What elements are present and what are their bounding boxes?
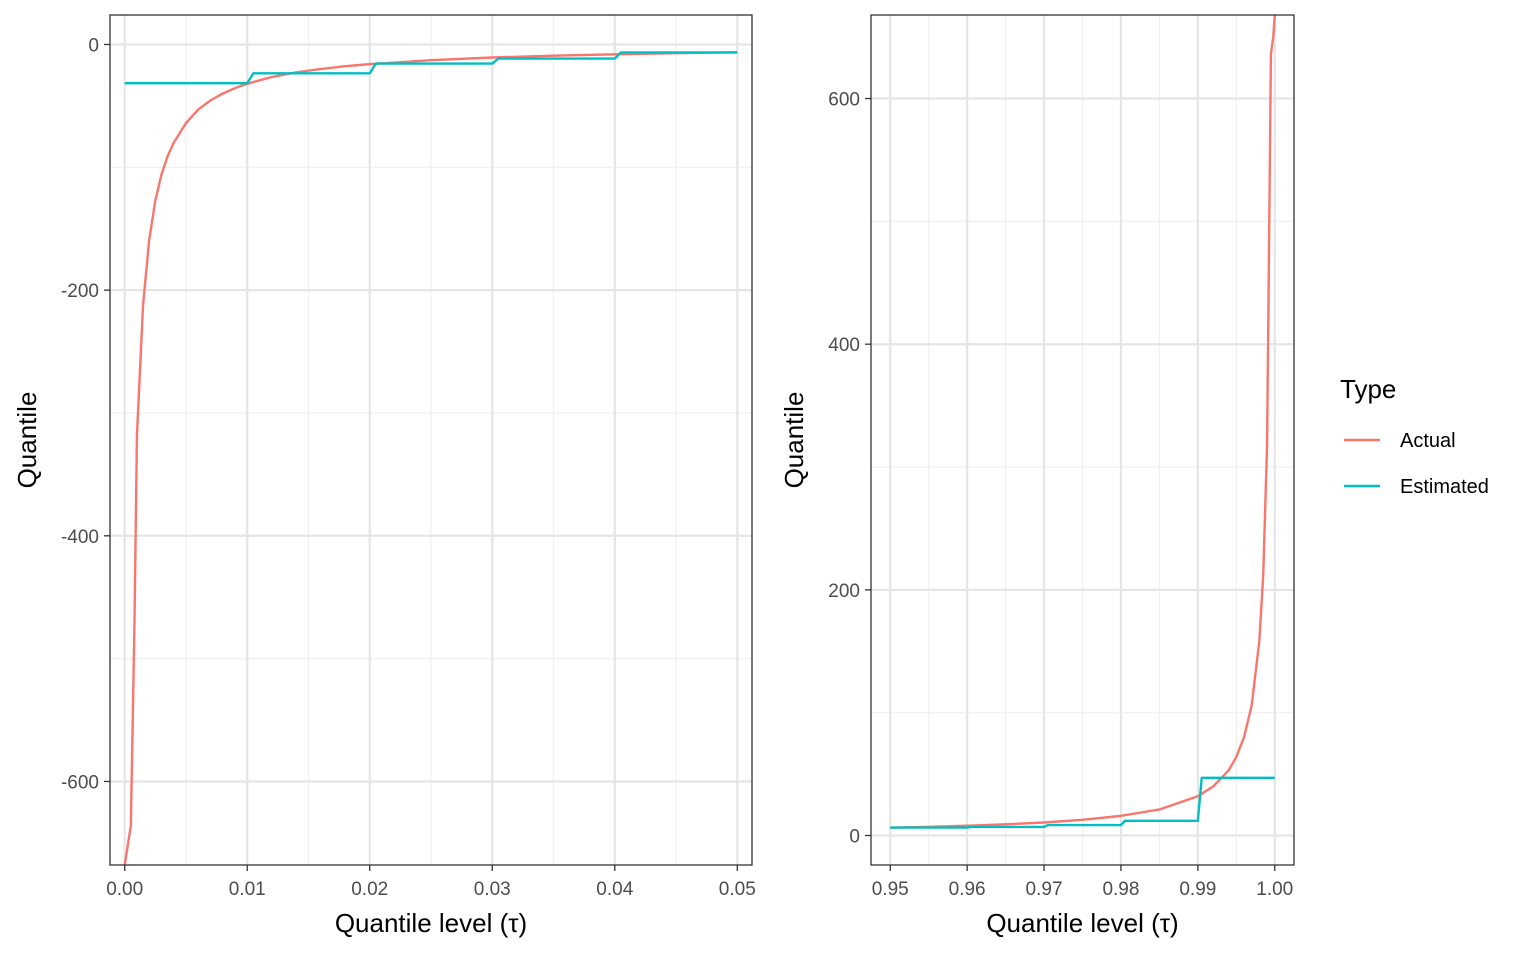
y-tick-label: -600 xyxy=(61,772,99,793)
y-tick-label: 200 xyxy=(828,581,860,602)
y-axis-title: Quantile xyxy=(12,392,42,489)
panel-border xyxy=(109,14,753,866)
x-tick-label: 0.95 xyxy=(872,879,909,900)
series-line-estimated xyxy=(124,51,738,85)
x-tick-label: 0.97 xyxy=(1026,879,1063,900)
legend-title: Type xyxy=(1340,374,1396,404)
y-tick-label: 0 xyxy=(849,827,860,848)
y-tick-label: 600 xyxy=(828,90,860,111)
x-tick-label: 0.99 xyxy=(1179,879,1216,900)
y-tick-label: -400 xyxy=(61,527,99,548)
y-axis-title: Quantile xyxy=(779,392,809,489)
x-tick-label: 0.96 xyxy=(949,879,986,900)
x-axis-title: Quantile level (τ) xyxy=(986,908,1178,938)
y-tick-label: -200 xyxy=(61,281,99,302)
left-panel: 0.00 0.01 0.02 0.03 0.04 0.05 -600 -400 -200 0 Qua… xyxy=(12,14,756,938)
legend-label-estimated: Estimated xyxy=(1400,476,1489,498)
x-tick-label: 0.04 xyxy=(596,879,633,900)
x-tick-label: 0.02 xyxy=(351,879,388,900)
series-group xyxy=(890,15,1276,829)
series-line-estimated xyxy=(890,776,1275,829)
y-tick-label: 0 xyxy=(88,35,99,56)
x-tick-label: 0.05 xyxy=(719,879,756,900)
x-axis-title: Quantile level (τ) xyxy=(335,908,527,938)
legend: Type Actual Estimated xyxy=(1340,374,1489,498)
series-line-actual xyxy=(123,51,738,865)
x-tick-label: 0.01 xyxy=(229,879,266,900)
series-group xyxy=(123,51,738,865)
right-panel: 0.95 0.96 0.97 0.98 0.99 1.00 0 200 400 600 Quanti… xyxy=(779,14,1295,938)
x-tick-label: 0.98 xyxy=(1102,879,1139,900)
x-tick-label: 1.00 xyxy=(1256,879,1293,900)
x-tick-label: 0.03 xyxy=(474,879,511,900)
panel-border xyxy=(870,14,1295,866)
x-tick-label: 0.00 xyxy=(106,879,143,900)
y-tick-label: 400 xyxy=(828,335,860,356)
legend-label-actual: Actual xyxy=(1400,430,1456,452)
